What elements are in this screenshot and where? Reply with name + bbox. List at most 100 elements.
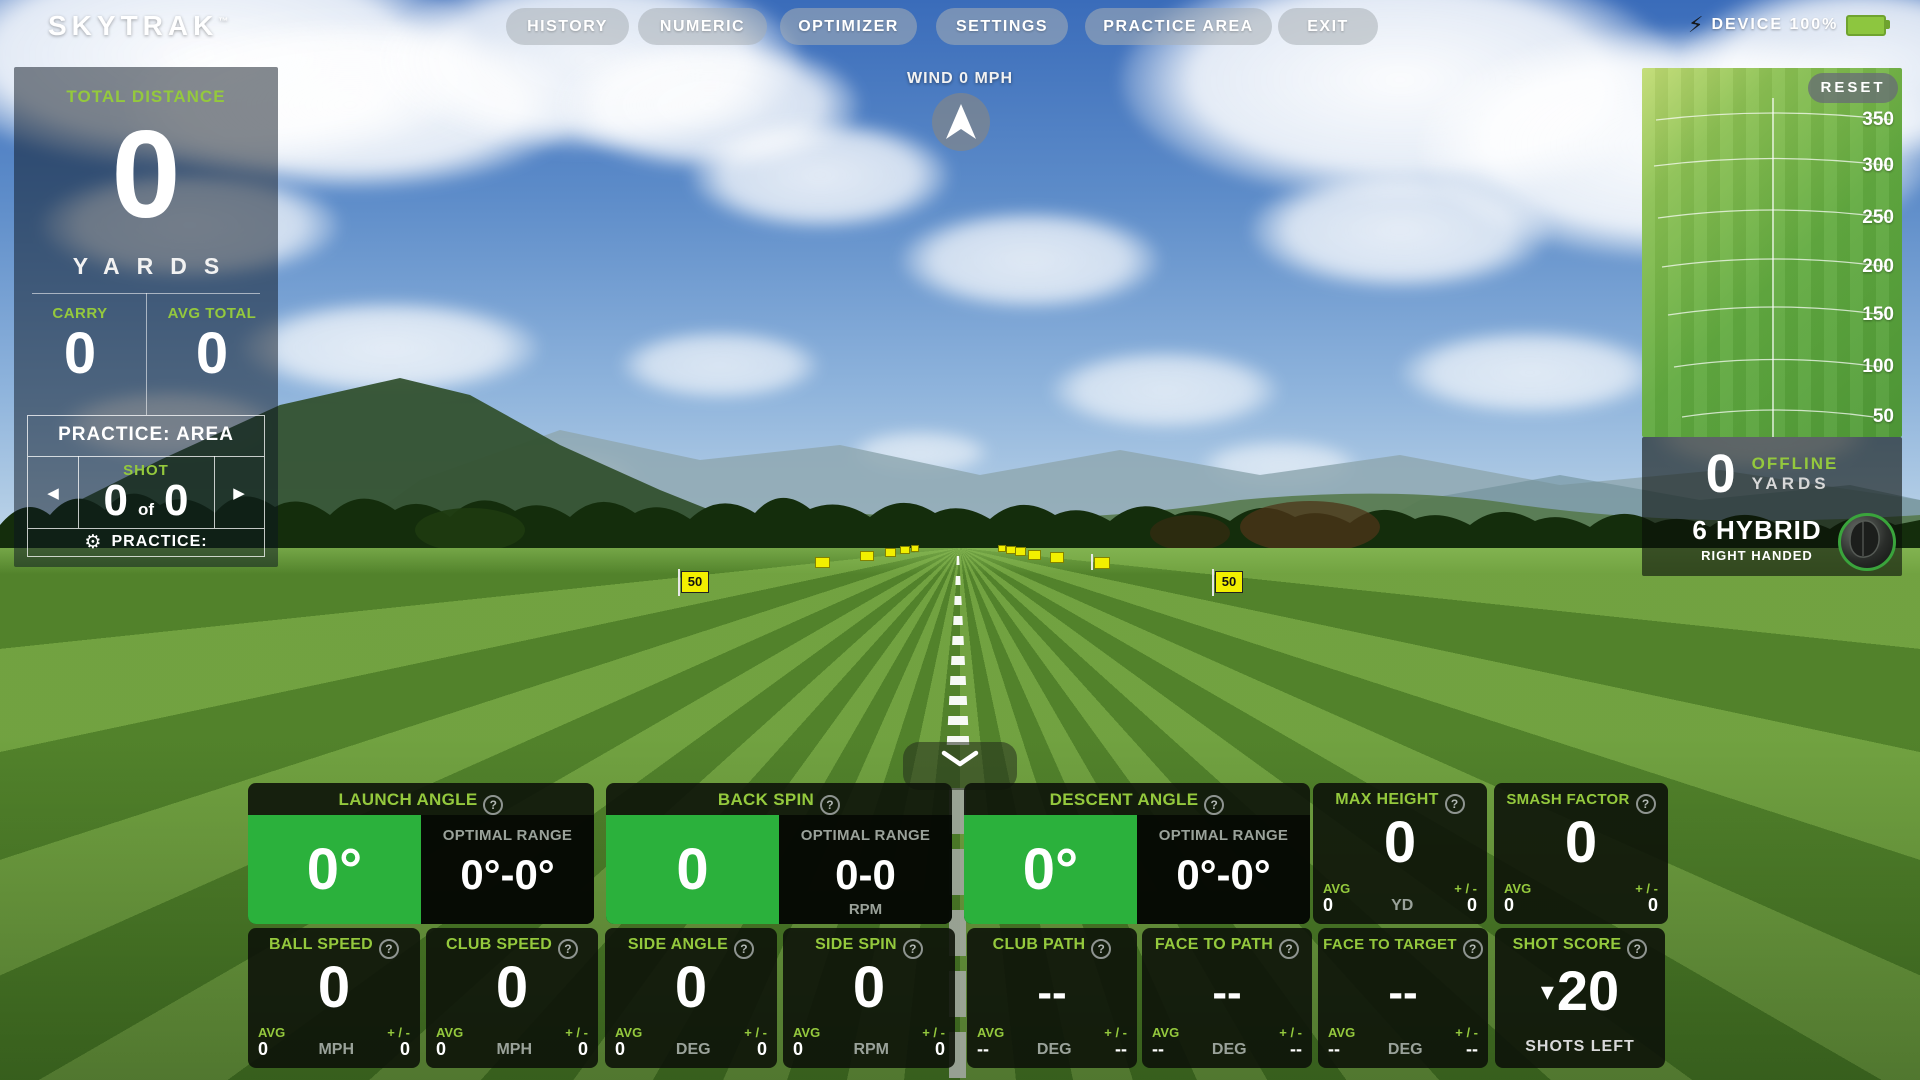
plus-minus-label: + / - bbox=[922, 1024, 945, 1040]
help-icon[interactable]: ? bbox=[1635, 794, 1656, 814]
stat-value: 0° bbox=[248, 815, 421, 924]
avg-label: AVG bbox=[1504, 880, 1532, 896]
compass-arrow-icon bbox=[946, 104, 976, 139]
plus-minus-label: + / - bbox=[744, 1024, 767, 1040]
range-map: 350 300 250 200 150 100 50 RESET bbox=[1642, 68, 1902, 437]
map-label-50: 50 bbox=[1872, 406, 1894, 427]
flag-pole bbox=[1091, 554, 1093, 570]
yellow-marker bbox=[1015, 547, 1026, 556]
yellow-marker bbox=[815, 557, 830, 568]
stat-face-to-target: FACE TO TARGET? -- AVG -- DEG + / - -- bbox=[1318, 928, 1488, 1068]
stat-value: 0 bbox=[1383, 810, 1417, 875]
help-icon[interactable]: ? bbox=[1279, 939, 1300, 959]
range-map-grid bbox=[1653, 98, 1893, 437]
next-shot-button[interactable]: ▶ bbox=[233, 484, 245, 502]
divider bbox=[28, 456, 264, 457]
stat-title: SIDE SPIN bbox=[815, 936, 897, 953]
practice-settings-button[interactable]: ⚙ PRACTICE: bbox=[28, 528, 264, 556]
stat-side-spin: SIDE SPIN? 0 AVG 0 RPM + / -0 bbox=[783, 928, 955, 1068]
stat-face-to-path: FACE TO PATH? -- AVG -- DEG + / - -- bbox=[1142, 928, 1312, 1068]
avg-total-value: 0 bbox=[195, 321, 229, 386]
plus-minus-label: + / - bbox=[1279, 1024, 1302, 1040]
map-label-250: 250 bbox=[1862, 207, 1894, 228]
shot-total: 0 bbox=[164, 476, 189, 525]
unit-label: YD bbox=[1391, 897, 1414, 914]
stat-value: 0 bbox=[606, 815, 779, 924]
avg-label: AVG bbox=[793, 1024, 821, 1040]
avg-label: AVG bbox=[1152, 1024, 1180, 1040]
stat-title: FACE TO PATH bbox=[1154, 936, 1274, 953]
help-icon[interactable]: ? bbox=[1627, 939, 1648, 959]
stat-club-path: CLUB PATH? -- AVG -- DEG + / - -- bbox=[967, 928, 1137, 1068]
shot-label: SHOT bbox=[123, 462, 169, 479]
yellow-marker bbox=[1028, 550, 1041, 560]
help-icon[interactable]: ? bbox=[902, 939, 923, 959]
avg-label: AVG bbox=[258, 1024, 286, 1040]
stat-descent-angle: DESCENT ANGLE? 0° OPTIMAL RANGE 0°-0° bbox=[964, 783, 1310, 924]
practice-area-title: PRACTICE: AREA bbox=[58, 424, 234, 445]
wind-compass bbox=[932, 93, 990, 151]
panel-collapse-tab[interactable] bbox=[903, 742, 1017, 790]
nav-optimizer[interactable]: OPTIMIZER bbox=[780, 8, 917, 45]
carry-value: 0 bbox=[63, 321, 97, 386]
map-label-100: 100 bbox=[1862, 356, 1894, 377]
avg-label: AVG bbox=[1328, 1024, 1356, 1040]
stat-ball-speed: BALL SPEED? 0 AVG 0 MPH + / -0 bbox=[248, 928, 420, 1068]
optimal-range-value: 0-0 bbox=[835, 851, 896, 898]
shot-counter: 0 of 0 bbox=[78, 476, 214, 526]
carry-label: CARRY bbox=[52, 305, 108, 322]
help-icon[interactable]: ? bbox=[1444, 794, 1465, 814]
nav-exit[interactable]: EXIT bbox=[1278, 8, 1378, 45]
stat-title: LAUNCH ANGLE bbox=[338, 790, 478, 809]
stat-value: 0° bbox=[964, 815, 1137, 924]
skytrak-logo: SKYTRAK™ bbox=[48, 10, 229, 41]
previous-shot-button[interactable]: ◀ bbox=[47, 484, 59, 502]
total-distance-label: TOTAL DISTANCE bbox=[66, 87, 226, 106]
practice-area-box: PRACTICE: AREA ◀ ▶ SHOT 0 of 0 ⚙ PRACTIC… bbox=[27, 415, 265, 557]
offline-label: OFFLINE bbox=[1751, 454, 1839, 473]
stat-value: 0 bbox=[852, 955, 886, 1020]
unit-label: MPH bbox=[318, 1041, 354, 1058]
practice-label: PRACTICE: bbox=[111, 533, 208, 550]
help-icon[interactable]: ? bbox=[734, 939, 755, 959]
stat-value: -- bbox=[1212, 968, 1242, 1017]
stat-club-speed: CLUB SPEED? 0 AVG 0 MPH + / -0 bbox=[426, 928, 598, 1068]
offline-units: YARDS bbox=[1751, 474, 1830, 493]
map-label-350: 350 bbox=[1862, 109, 1894, 130]
avg-value: 0 bbox=[615, 1039, 626, 1060]
help-icon[interactable]: ? bbox=[1091, 939, 1112, 959]
help-icon[interactable]: ? bbox=[1462, 939, 1483, 959]
plus-minus-label: + / - bbox=[1454, 880, 1477, 896]
unit-label: DEG bbox=[1387, 1041, 1423, 1058]
device-battery-label: DEVICE 100% bbox=[1711, 16, 1839, 33]
distance-panel: TOTAL DISTANCE 0 YARDS CARRY AVG TOTAL 0… bbox=[14, 67, 278, 567]
unit-label: RPM bbox=[853, 1041, 889, 1058]
help-icon[interactable]: ? bbox=[558, 939, 579, 959]
plus-minus-label: + / - bbox=[1455, 1024, 1478, 1040]
help-icon[interactable]: ? bbox=[820, 795, 841, 815]
plus-minus-value: -- bbox=[1466, 1039, 1478, 1060]
nav-practice-area[interactable]: PRACTICE AREA bbox=[1085, 8, 1272, 45]
help-icon[interactable]: ? bbox=[379, 939, 400, 959]
chevron-down-icon bbox=[941, 750, 979, 767]
distance-sign-50-left: 50 bbox=[678, 569, 709, 596]
avg-value: 0 bbox=[793, 1039, 804, 1060]
shot-score-value[interactable]: ▾ 20 bbox=[1540, 959, 1620, 1022]
help-icon[interactable]: ? bbox=[1204, 795, 1225, 815]
nav-history[interactable]: HISTORY bbox=[506, 8, 629, 45]
stat-value: 0 bbox=[317, 955, 351, 1020]
unit-label: DEG bbox=[1036, 1041, 1072, 1058]
offline-readout: 0 OFFLINE YARDS bbox=[1642, 445, 1902, 503]
reset-button[interactable]: RESET bbox=[1808, 73, 1898, 103]
stat-title: CLUB PATH bbox=[992, 936, 1086, 953]
help-icon[interactable]: ? bbox=[483, 795, 504, 815]
nav-settings[interactable]: SETTINGS bbox=[936, 8, 1068, 45]
nav-numeric[interactable]: NUMERIC bbox=[638, 8, 767, 45]
plus-minus-value: 0 bbox=[1466, 895, 1477, 916]
plus-minus-value: 0 bbox=[934, 1039, 945, 1060]
distance-sign-50-right: 50 bbox=[1212, 569, 1243, 596]
plus-minus-value: 0 bbox=[1647, 895, 1658, 916]
club-selection[interactable]: 6 HYBRID RIGHT HANDED bbox=[1672, 515, 1842, 563]
club-head-icon[interactable] bbox=[1838, 513, 1896, 571]
unit-label: MPH bbox=[496, 1041, 532, 1058]
